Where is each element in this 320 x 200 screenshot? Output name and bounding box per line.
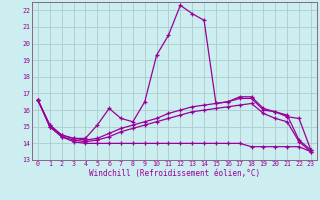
- X-axis label: Windchill (Refroidissement éolien,°C): Windchill (Refroidissement éolien,°C): [89, 169, 260, 178]
